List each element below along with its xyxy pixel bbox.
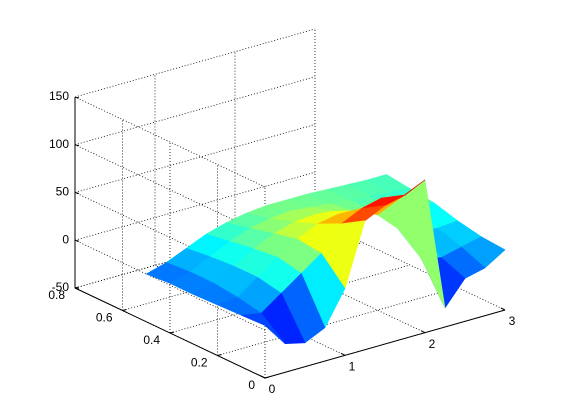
x-tick (340, 352, 346, 356)
grid-line (74, 76, 316, 146)
y-tick-label: 0 (248, 378, 255, 392)
z-tick (74, 144, 80, 147)
z-tick (74, 287, 80, 290)
x-tick-label: 2 (429, 337, 436, 351)
z-tick (74, 96, 80, 99)
z-tick-label: -50 (52, 280, 70, 294)
y-tick (264, 376, 270, 379)
x-axis (264, 309, 506, 379)
surface-patch (241, 312, 286, 344)
y-tick-label: 0.2 (191, 356, 208, 370)
y-tick (122, 309, 127, 311)
x-tick-label: 0 (269, 382, 276, 396)
z-tick-label: 100 (49, 137, 69, 151)
y-tick-label: 0.4 (143, 333, 160, 347)
x-tick-label: 1 (349, 360, 356, 374)
x-tick (500, 307, 506, 311)
grid-line (217, 287, 458, 356)
z-tick-label: 150 (49, 89, 69, 103)
y-tick (217, 354, 222, 356)
grid-line (74, 28, 316, 98)
grid-line (74, 96, 266, 188)
z-tick (74, 239, 80, 242)
grid-line (74, 192, 266, 283)
grid-line (74, 144, 266, 236)
z-tick-label: 0 (62, 232, 69, 246)
z-tick-label: 50 (56, 185, 70, 199)
x-tick (420, 330, 426, 334)
z-tick (74, 192, 80, 194)
y-tick-label: 0.8 (48, 288, 65, 302)
grid-line (74, 171, 316, 241)
grid-line (169, 264, 411, 334)
x-tick (260, 375, 266, 379)
x-tick-label: 3 (509, 314, 516, 328)
grid-line (74, 124, 316, 193)
grid-line (74, 239, 266, 331)
y-tick (169, 331, 175, 334)
y-tick-label: 0.6 (96, 311, 113, 325)
